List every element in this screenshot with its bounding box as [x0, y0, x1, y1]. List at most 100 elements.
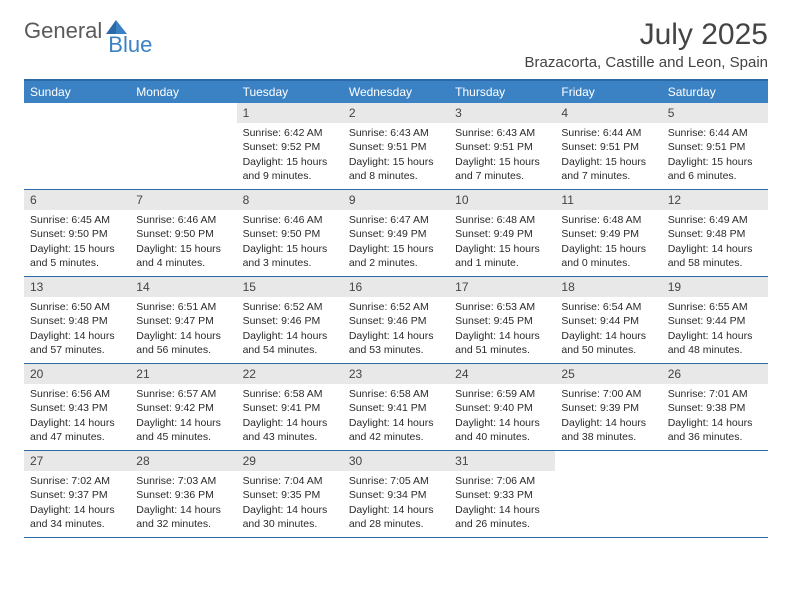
day-body: Sunrise: 7:00 AMSunset: 9:39 PMDaylight:…	[555, 384, 661, 448]
daylight-line: Daylight: 15 hours and 1 minute.	[455, 242, 549, 270]
weeks-container: ....1Sunrise: 6:42 AMSunset: 9:52 PMDayl…	[24, 103, 768, 538]
day-number: 12	[662, 190, 768, 210]
daylight-line: Daylight: 14 hours and 54 minutes.	[243, 329, 337, 357]
sunrise-line: Sunrise: 7:03 AM	[136, 474, 230, 488]
sunset-line: Sunset: 9:51 PM	[561, 140, 655, 154]
daylight-line: Daylight: 14 hours and 50 minutes.	[561, 329, 655, 357]
sunrise-line: Sunrise: 6:48 AM	[561, 213, 655, 227]
day-cell: 20Sunrise: 6:56 AMSunset: 9:43 PMDayligh…	[24, 364, 130, 450]
weekday-monday: Monday	[130, 81, 236, 103]
sunset-line: Sunset: 9:46 PM	[349, 314, 443, 328]
week-row: 27 Sunrise: 7:02 AMSunset: 9:37 PM Dayligh…	[24, 451, 768, 538]
day-cell: 11Sunrise: 6:48 AMSunset: 9:49 PMDayligh…	[555, 190, 661, 276]
day-cell: 2Sunrise: 6:43 AMSunset: 9:51 PMDaylight…	[343, 103, 449, 189]
sunset-line: Sunset: 9:44 PM	[561, 314, 655, 328]
day-number: 24	[449, 364, 555, 384]
sunset-line: Sunset: 9:51 PM	[455, 140, 549, 154]
day-body: Sunrise: 7:01 AMSunset: 9:38 PMDaylight:…	[662, 384, 768, 448]
day-body: Sunrise: 6:51 AMSunset: 9:47 PMDaylight:…	[130, 297, 236, 361]
sunrise-line: Sunrise: 6:44 AM	[561, 126, 655, 140]
sunrise-line: Sunrise: 6:50 AM	[30, 300, 124, 314]
sunset-line: Sunset: 9:35 PM	[243, 488, 337, 502]
day-number: 5	[662, 103, 768, 123]
sunrise-line: Sunrise: 6:58 AM	[243, 387, 337, 401]
day-cell: 4Sunrise: 6:44 AMSunset: 9:51 PMDaylight…	[555, 103, 661, 189]
sunset-line: Sunset: 9:51 PM	[668, 140, 762, 154]
sunrise-line: Sunrise: 7:05 AM	[349, 474, 443, 488]
day-cell: 24Sunrise: 6:59 AMSunset: 9:40 PMDayligh…	[449, 364, 555, 450]
day-number: 17	[449, 277, 555, 297]
sunset-line: Sunset: 9:39 PM	[561, 401, 655, 415]
day-body: Sunrise: 6:43 AMSunset: 9:51 PMDaylight:…	[343, 123, 449, 187]
day-number: 7	[130, 190, 236, 210]
sunset-line: Sunset: 9:40 PM	[455, 401, 549, 415]
day-number: 2	[343, 103, 449, 123]
day-cell: 10Sunrise: 6:48 AMSunset: 9:49 PMDayligh…	[449, 190, 555, 276]
sunrise-line: Sunrise: 7:00 AM	[561, 387, 655, 401]
day-body: Sunrise: 6:55 AMSunset: 9:44 PMDaylight:…	[662, 297, 768, 361]
day-cell: 8Sunrise: 6:46 AMSunset: 9:50 PMDaylight…	[237, 190, 343, 276]
day-cell: 9Sunrise: 6:47 AMSunset: 9:49 PMDaylight…	[343, 190, 449, 276]
daylight-line: Daylight: 14 hours and 43 minutes.	[243, 416, 337, 444]
daylight-line: Daylight: 15 hours and 7 minutes.	[561, 155, 655, 183]
day-cell: 27Sunrise: 7:02 AMSunset: 9:37 PMDayligh…	[24, 451, 130, 537]
day-cell: 29Sunrise: 7:04 AMSunset: 9:35 PMDayligh…	[237, 451, 343, 537]
day-cell: 5 Sunrise: 6:44 AMSunset: 9:51 PMDaylight…	[662, 103, 768, 189]
sunset-line: Sunset: 9:49 PM	[455, 227, 549, 241]
sunrise-line: Sunrise: 6:52 AM	[243, 300, 337, 314]
day-number: 11	[555, 190, 661, 210]
day-body: Sunrise: 6:56 AMSunset: 9:43 PMDaylight:…	[24, 384, 130, 448]
sunrise-line: Sunrise: 6:46 AM	[243, 213, 337, 227]
sunset-line: Sunset: 9:45 PM	[455, 314, 549, 328]
day-number: 10	[449, 190, 555, 210]
day-number: 13	[24, 277, 130, 297]
sunrise-line: Sunrise: 6:49 AM	[668, 213, 762, 227]
daylight-line: Daylight: 14 hours and 28 minutes.	[349, 503, 443, 531]
day-body: Sunrise: 6:58 AMSunset: 9:41 PMDaylight:…	[237, 384, 343, 448]
day-cell: 23Sunrise: 6:58 AMSunset: 9:41 PMDayligh…	[343, 364, 449, 450]
day-number: 1	[237, 103, 343, 123]
day-body: Sunrise: 6:43 AMSunset: 9:51 PMDaylight:…	[449, 123, 555, 187]
sunset-line: Sunset: 9:37 PM	[30, 488, 124, 502]
day-cell: 3Sunrise: 6:43 AMSunset: 9:51 PMDaylight…	[449, 103, 555, 189]
sunrise-line: Sunrise: 6:44 AM	[668, 126, 762, 140]
daylight-line: Daylight: 14 hours and 53 minutes.	[349, 329, 443, 357]
sunset-line: Sunset: 9:42 PM	[136, 401, 230, 415]
sunset-line: Sunset: 9:44 PM	[668, 314, 762, 328]
logo-text-blue: Blue	[108, 32, 152, 58]
sunrise-line: Sunrise: 7:02 AM	[30, 474, 124, 488]
day-number: 18	[555, 277, 661, 297]
sunset-line: Sunset: 9:36 PM	[136, 488, 230, 502]
day-cell: ..	[555, 451, 661, 537]
daylight-line: Daylight: 14 hours and 36 minutes.	[668, 416, 762, 444]
day-body: Sunrise: 6:46 AMSunset: 9:50 PMDaylight:…	[130, 210, 236, 274]
daylight-line: Daylight: 15 hours and 6 minutes.	[668, 155, 762, 183]
sunset-line: Sunset: 9:50 PM	[243, 227, 337, 241]
sunrise-line: Sunrise: 6:55 AM	[668, 300, 762, 314]
day-body: Sunrise: 6:57 AMSunset: 9:42 PMDaylight:…	[130, 384, 236, 448]
day-number: 15	[237, 277, 343, 297]
day-cell: 28Sunrise: 7:03 AMSunset: 9:36 PMDayligh…	[130, 451, 236, 537]
day-cell: ..	[130, 103, 236, 189]
weekday-friday: Friday	[555, 81, 661, 103]
daylight-line: Daylight: 15 hours and 7 minutes.	[455, 155, 549, 183]
sunrise-line: Sunrise: 6:59 AM	[455, 387, 549, 401]
daylight-line: Daylight: 14 hours and 56 minutes.	[136, 329, 230, 357]
sunrise-line: Sunrise: 6:54 AM	[561, 300, 655, 314]
sunrise-line: Sunrise: 6:46 AM	[136, 213, 230, 227]
day-body: Sunrise: 6:50 AMSunset: 9:48 PMDaylight:…	[24, 297, 130, 361]
day-cell: 31Sunrise: 7:06 AMSunset: 9:33 PMDayligh…	[449, 451, 555, 537]
day-number: 27	[24, 451, 130, 471]
day-number: 30	[343, 451, 449, 471]
day-number: 31	[449, 451, 555, 471]
sunset-line: Sunset: 9:33 PM	[455, 488, 549, 502]
week-row: 20Sunrise: 6:56 AMSunset: 9:43 PMDayligh…	[24, 364, 768, 451]
sunrise-line: Sunrise: 6:57 AM	[136, 387, 230, 401]
day-number: 29	[237, 451, 343, 471]
weekday-saturday: Saturday	[662, 81, 768, 103]
sunset-line: Sunset: 9:38 PM	[668, 401, 762, 415]
day-cell: 16Sunrise: 6:52 AMSunset: 9:46 PMDayligh…	[343, 277, 449, 363]
sunrise-line: Sunrise: 6:45 AM	[30, 213, 124, 227]
sunset-line: Sunset: 9:43 PM	[30, 401, 124, 415]
weekday-sunday: Sunday	[24, 81, 130, 103]
